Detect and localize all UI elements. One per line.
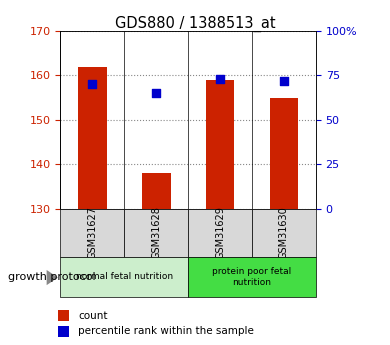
Point [217, 76, 223, 82]
Text: GSM31629: GSM31629 [215, 206, 225, 259]
Text: growth protocol: growth protocol [8, 272, 96, 282]
Bar [60, 209, 124, 257]
Point [153, 90, 160, 96]
Text: protein poor fetal
nutrition: protein poor fetal nutrition [213, 267, 292, 287]
Bar [142, 173, 170, 209]
Point [89, 81, 96, 87]
Text: GSM31627: GSM31627 [87, 206, 98, 259]
Text: percentile rank within the sample: percentile rank within the sample [78, 326, 254, 336]
Text: GSM31630: GSM31630 [279, 207, 289, 259]
Text: GDS880 / 1388513_at: GDS880 / 1388513_at [115, 16, 275, 32]
Bar [252, 209, 316, 257]
Polygon shape [47, 270, 58, 285]
Bar [269, 98, 298, 209]
Point [281, 78, 287, 83]
Text: normal fetal nutrition: normal fetal nutrition [76, 272, 173, 282]
Bar [188, 257, 316, 297]
Bar [60, 257, 188, 297]
Text: count: count [78, 311, 108, 321]
Text: GSM31628: GSM31628 [151, 206, 161, 259]
Bar [78, 67, 107, 209]
Bar [188, 209, 252, 257]
Bar [206, 80, 234, 209]
Bar [124, 209, 188, 257]
